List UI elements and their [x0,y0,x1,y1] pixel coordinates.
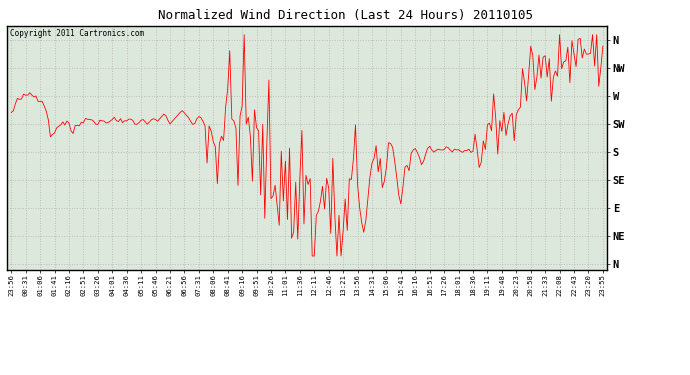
Text: Normalized Wind Direction (Last 24 Hours) 20110105: Normalized Wind Direction (Last 24 Hours… [157,9,533,22]
Text: Copyright 2011 Cartronics.com: Copyright 2011 Cartronics.com [10,29,144,38]
